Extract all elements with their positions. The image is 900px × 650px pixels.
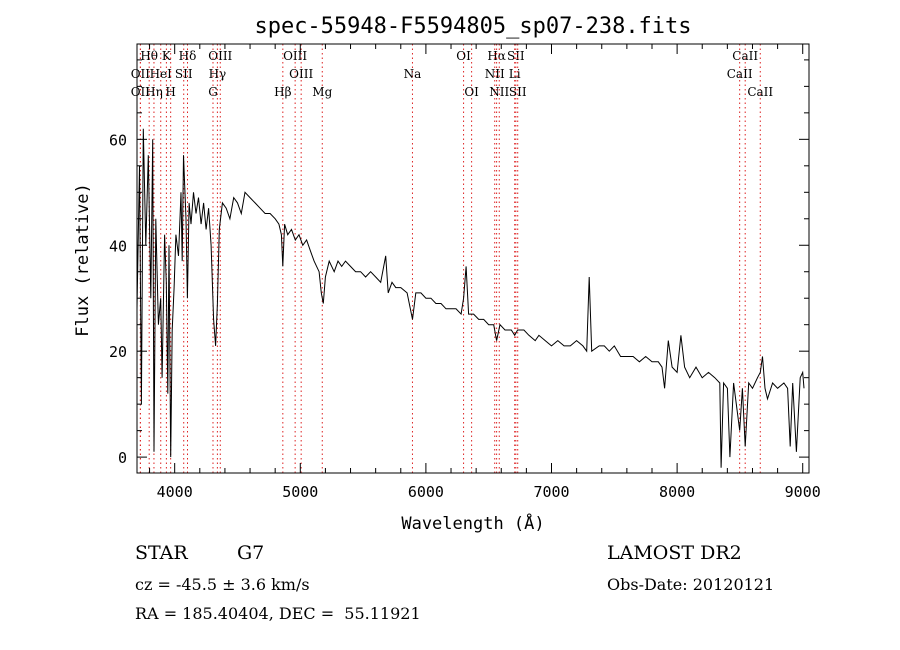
- y-tick-label: 0: [118, 449, 127, 467]
- line-marker-label: Hθ: [140, 49, 158, 63]
- y-tick-label: 40: [109, 237, 127, 255]
- line-marker-label: SII: [507, 49, 525, 63]
- line-marker-label: OIII: [208, 49, 232, 63]
- y-tick-label: 60: [109, 131, 127, 149]
- line-marker-label: CaII: [732, 49, 758, 63]
- line-marker-label: SII: [175, 67, 193, 81]
- line-marker-label: Mg: [312, 85, 332, 99]
- survey-name: LAMOST DR2: [607, 542, 742, 564]
- line-marker-label: CaII: [747, 85, 773, 99]
- y-axis-label: Flux (relative): [73, 183, 93, 337]
- coordinates-text: RA = 185.40404, DEC = 55.11921: [135, 604, 421, 623]
- line-marker-label: Hδ: [179, 49, 197, 63]
- chart-title: spec-55948-F5594805_sp07-238.fits: [254, 14, 691, 39]
- line-marker-label: Na: [404, 67, 422, 81]
- line-marker-label: CaII: [727, 67, 753, 81]
- line-marker-label: OIII: [283, 49, 307, 63]
- object-class: STAR: [135, 542, 188, 564]
- plot-frame: [136, 43, 810, 474]
- x-tick-label: 4000: [157, 483, 193, 501]
- x-tick-label: 5000: [282, 483, 318, 501]
- line-marker-label: NII: [489, 85, 509, 99]
- x-tick-label: 9000: [785, 483, 821, 501]
- line-marker-label: OI: [456, 49, 471, 63]
- object-subclass: G7: [237, 542, 265, 564]
- line-marker-label: Hγ: [209, 67, 227, 81]
- x-tick-label: 6000: [408, 483, 444, 501]
- spectrum-series: [137, 128, 805, 468]
- axis-ticks: 4000 5000 6000 7000 8000 9000 0 20 40 60: [109, 44, 821, 501]
- line-marker-label: Hβ: [274, 85, 291, 99]
- line-marker-label: NII: [485, 67, 505, 81]
- line-marker-label: HeI: [150, 67, 173, 81]
- line-marker-label: K: [162, 49, 172, 63]
- x-tick-label: 7000: [533, 483, 569, 501]
- spectrum-series-layer: [137, 128, 805, 468]
- line-marker-label: OIII: [289, 67, 313, 81]
- line-marker-label: G: [208, 85, 218, 99]
- line-marker-label: SII: [509, 85, 527, 99]
- redshift-text: cz = -45.5 ± 3.6 km/s: [135, 575, 310, 594]
- line-marker-label: H: [165, 85, 175, 99]
- line-marker-label: OII: [131, 67, 151, 81]
- x-tick-label: 8000: [659, 483, 695, 501]
- line-marker-label: OI: [464, 85, 479, 99]
- line-marker-label: Hα: [487, 49, 506, 63]
- line-marker-label: Hη: [145, 85, 163, 99]
- line-marker-label: Li: [509, 67, 521, 81]
- x-axis-label: Wavelength (Å): [401, 512, 544, 534]
- y-tick-label: 20: [109, 343, 127, 361]
- line-marker-label: OII: [131, 85, 151, 99]
- observation-date: Obs-Date: 20120121: [607, 575, 775, 594]
